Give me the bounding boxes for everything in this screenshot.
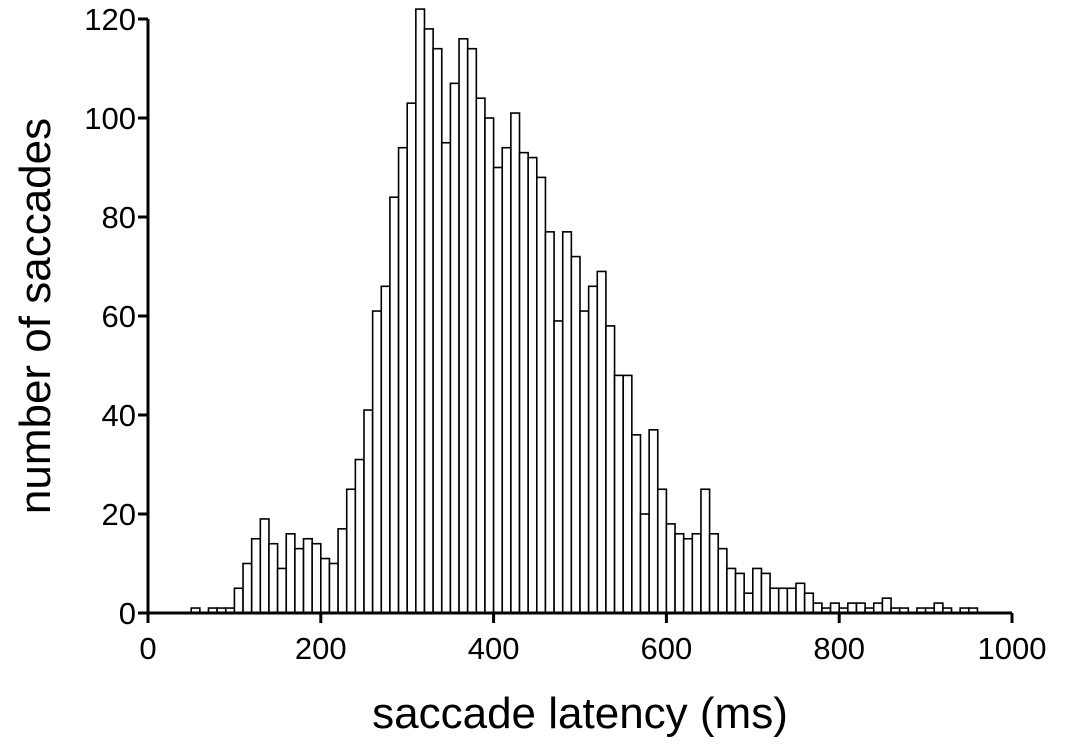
bar <box>777 587 789 614</box>
bar <box>587 285 599 614</box>
bar <box>656 488 668 614</box>
bar <box>276 567 288 614</box>
bar <box>579 310 590 614</box>
bar <box>786 587 797 614</box>
bar <box>440 141 452 614</box>
bar <box>734 572 745 614</box>
bar <box>363 409 374 614</box>
bar <box>268 542 279 614</box>
bar <box>389 196 400 614</box>
bar <box>726 567 737 614</box>
bar <box>492 166 504 614</box>
y-axis-title: number of saccades <box>11 118 60 514</box>
bar <box>242 562 253 614</box>
x-tick-label: 800 <box>813 631 865 666</box>
bar <box>233 587 244 614</box>
bar <box>648 429 659 614</box>
x-tick-label: 0 <box>139 631 156 666</box>
x-axis-title: saccade latency (ms) <box>372 689 788 738</box>
bar <box>432 47 443 614</box>
bar <box>294 547 305 614</box>
x-tick-label: 200 <box>295 631 347 666</box>
bar <box>674 532 685 614</box>
bar <box>561 231 573 614</box>
bar <box>250 537 262 614</box>
bar <box>881 597 892 614</box>
bar <box>605 325 616 614</box>
y-tick-label: 40 <box>102 398 136 433</box>
y-tick-label: 20 <box>102 497 136 532</box>
bar <box>682 537 694 614</box>
bar <box>371 310 383 614</box>
bar <box>423 28 434 614</box>
bar <box>622 374 633 614</box>
bar <box>665 523 676 614</box>
bar <box>354 458 365 614</box>
bar <box>380 285 391 614</box>
bar <box>285 532 296 614</box>
bar <box>769 587 780 614</box>
bar <box>458 37 469 614</box>
bar <box>311 542 322 614</box>
bar <box>631 433 642 614</box>
bar <box>751 567 763 614</box>
bar <box>613 374 624 614</box>
bar <box>700 488 711 614</box>
bar <box>527 156 538 614</box>
y-tick-label: 60 <box>102 299 136 334</box>
bar <box>259 518 270 614</box>
bar <box>415 8 426 614</box>
bar <box>708 532 720 614</box>
bar <box>475 97 486 614</box>
bar <box>760 572 771 614</box>
bar <box>570 255 581 614</box>
bar <box>484 117 495 614</box>
bar <box>544 231 555 614</box>
bar <box>345 488 357 614</box>
bar <box>717 547 728 614</box>
bar <box>518 151 529 614</box>
bar <box>337 528 348 614</box>
bar <box>596 270 607 614</box>
bar <box>795 582 806 614</box>
y-tick-label: 100 <box>84 101 136 136</box>
y-tick-label: 120 <box>84 2 136 37</box>
x-tick-label: 600 <box>641 631 693 666</box>
bar <box>501 146 512 614</box>
bar <box>803 592 815 614</box>
bar <box>691 532 702 614</box>
y-tick-label: 0 <box>119 596 136 631</box>
bar <box>397 146 408 614</box>
bar <box>510 112 521 614</box>
bar <box>553 320 564 614</box>
bar <box>319 557 331 614</box>
bar <box>328 562 339 614</box>
bar <box>639 513 650 614</box>
y-tick-label: 80 <box>102 200 136 235</box>
bar <box>743 592 754 614</box>
x-tick-label: 400 <box>468 631 520 666</box>
bar <box>466 47 478 614</box>
bar <box>535 176 547 614</box>
x-tick-label: 1000 <box>978 631 1047 666</box>
bar <box>406 102 417 614</box>
bar <box>449 82 460 614</box>
bar <box>302 537 313 614</box>
